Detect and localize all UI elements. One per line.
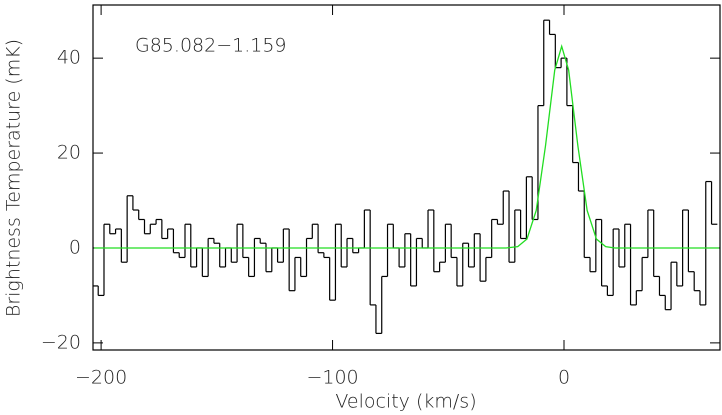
x-tick-label: −200 — [75, 367, 127, 389]
x-tick-label: 0 — [558, 367, 570, 389]
annotation: G85.082−1.159 — [135, 35, 287, 57]
y-tick-label: −20 — [41, 331, 81, 353]
y-tick-label: 40 — [57, 47, 81, 69]
fit-curve — [94, 43, 720, 249]
plot-frame — [92, 4, 721, 351]
y-tick-label: 20 — [57, 142, 81, 164]
y-tick-label: 0 — [69, 236, 81, 258]
x-tick-label: −100 — [306, 367, 358, 389]
x-axis-label: Velocity (km/s) — [335, 391, 476, 413]
y-axis-label: Brightness Temperature (mK) — [3, 39, 25, 317]
